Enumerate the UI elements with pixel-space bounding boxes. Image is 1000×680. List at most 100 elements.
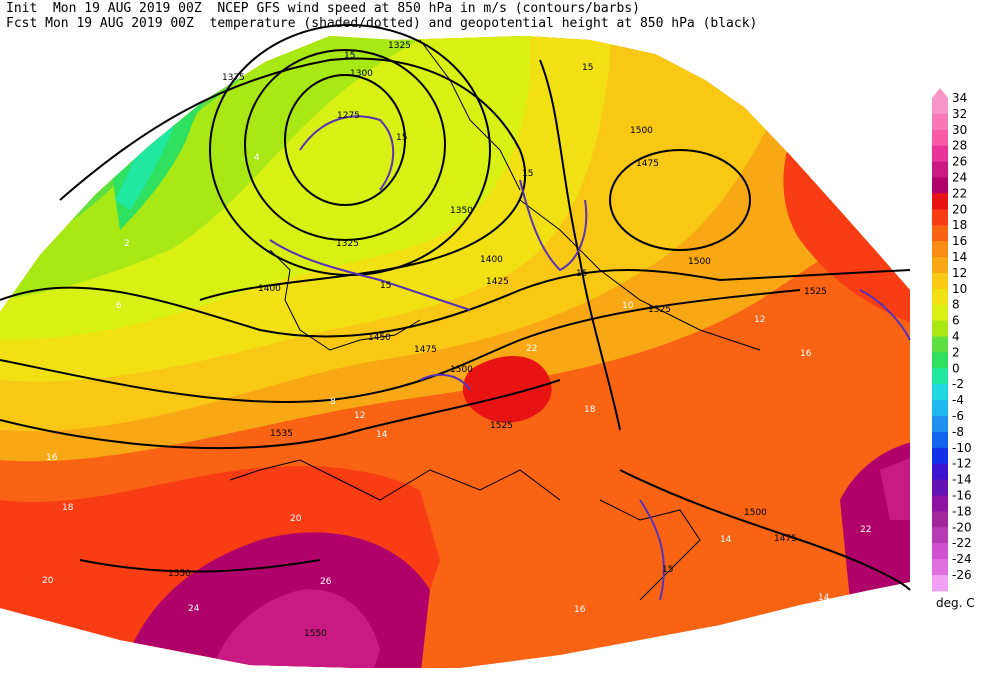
legend-tick-label: -8 [952,425,964,439]
legend-swatches [932,98,948,592]
legend-swatch [932,559,948,576]
contour-label: 1450 [368,333,391,343]
contour-label: 1325 [388,41,411,51]
wind-label: 15 [522,169,533,179]
coastlines [229,39,761,601]
legend-ticks: 3432302826242220181614121086420-2-4-6-8-… [952,91,972,582]
contour-label: 1525 [804,287,827,297]
temp-label: 8 [330,397,336,407]
legend-tick-label: -14 [952,473,972,487]
wind-label: 15 [380,281,391,291]
legend-swatch [932,161,948,178]
wind-label: 15 [662,565,673,575]
temp-label: 14 [720,535,732,545]
contour-label: 1475 [636,159,659,169]
contour-label: 1400 [480,255,503,265]
legend-swatch [932,98,948,115]
temp-label: 12 [754,315,765,325]
wind-contours [269,115,911,601]
temp-label: 18 [62,503,74,513]
legend-swatch [932,463,948,481]
contour-label: 1525 [648,305,671,315]
legend-swatch [932,145,948,163]
temp-label: 12 [354,411,365,421]
legend-swatch [932,543,948,560]
wind-label: 15 [344,51,355,61]
wind-labels: 15 15 15 15 15 15 15 [344,51,673,575]
temp-label: 4 [254,153,260,163]
wind-label: 15 [576,269,587,279]
contour-label: 1550 [304,629,327,639]
legend-swatch [932,495,948,512]
legend-swatch [932,304,948,322]
legend-arrow-top [932,88,948,98]
legend-swatch [932,336,948,353]
legend-swatch [932,431,948,449]
temperature-field [0,36,910,668]
temp-label: 18 [584,405,596,415]
contour-label: 1500 [630,126,653,136]
contour-label: 1475 [774,534,797,544]
legend-tick-label: 32 [952,107,967,121]
legend-tick-label: 4 [952,330,960,344]
legend-tick-label: 34 [952,91,967,105]
map-header: Init Mon 19 AUG 2019 00Z NCEP GFS wind s… [6,1,757,31]
contour-label: 1375 [222,73,245,83]
legend-swatch [932,511,948,528]
temp-label: 20 [42,576,54,586]
legend-tick-label: -10 [952,441,972,455]
contour-label: 1500 [688,257,711,267]
legend-tick-label: 16 [952,234,967,248]
weather-map: 1325 1300 1275 1375 1350 1325 1400 1425 … [0,24,911,668]
temp-label: 6 [116,301,122,311]
legend-tick-label: 10 [952,282,967,296]
temp-label: 14 [818,593,830,603]
legend-swatch [932,384,948,401]
contour-label: 1525 [490,421,513,431]
legend-unit: deg. C [936,596,975,610]
temp-label: 24 [188,604,200,614]
header-line-fcst: Fcst Mon 19 AUG 2019 00Z temperature (sh… [6,16,758,31]
legend-swatch [932,257,948,274]
temp-label: 22 [860,525,871,535]
temp-label: 16 [46,453,58,463]
legend-tick-label: -4 [952,393,964,407]
contour-label: 1535 [270,429,293,439]
legend-tick-label: -20 [952,520,972,534]
legend-swatch [932,272,948,290]
contour-label: 1500 [450,365,473,375]
contour-label: 1550 [168,569,191,579]
temp-label: 26 [320,577,332,587]
legend-swatch [932,193,948,210]
legend-tick-label: 30 [952,123,967,137]
contour-label: 1325 [336,239,359,249]
legend-tick-label: -16 [952,489,972,503]
temp-label: 22 [526,344,537,354]
legend-tick-label: -26 [952,568,972,582]
legend-swatch [932,288,948,306]
legend-swatch [932,352,948,369]
temp-label: 14 [376,430,388,440]
legend-tick-label: 14 [952,250,967,264]
contour-label: 1275 [337,111,360,121]
temp-label: 2 [124,239,130,249]
legend-tick-label: -24 [952,552,972,566]
contour-label: 1475 [414,345,437,355]
legend-swatch [932,320,948,337]
legend-tick-label: 22 [952,186,967,200]
legend-swatch [932,575,948,592]
legend-tick-label: 2 [952,345,960,359]
legend-tick-label: 18 [952,218,967,232]
legend-swatch [932,400,948,417]
legend-tick-label: 12 [952,266,967,280]
legend-tick-label: 26 [952,155,967,169]
temp-label: 16 [574,605,586,615]
contour-label: 1500 [744,508,767,518]
wind-label: 15 [582,63,593,73]
temp-label: 16 [800,349,812,359]
legend-tick-label: -2 [952,377,964,391]
legend-swatch [932,113,948,131]
header-line-init: Init Mon 19 AUG 2019 00Z NCEP GFS wind s… [6,1,640,16]
contour-label: 1400 [258,284,281,294]
height-contour-labels: 1325 1300 1275 1375 1350 1325 1400 1425 … [168,41,827,639]
